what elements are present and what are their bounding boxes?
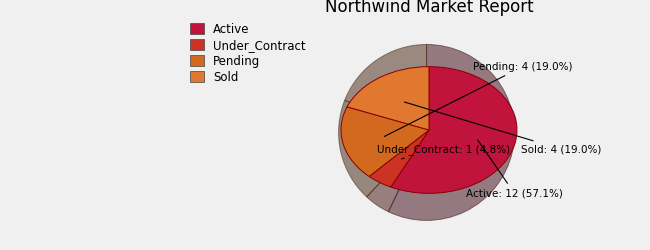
Wedge shape [369, 130, 429, 187]
Legend: Active, Under_Contract, Pending, Sold: Active, Under_Contract, Pending, Sold [188, 22, 307, 85]
Text: Under_Contract: 1 (4.8%): Under_Contract: 1 (4.8%) [376, 144, 510, 159]
Title: Northwind Market Report: Northwind Market Report [325, 0, 533, 16]
Wedge shape [341, 107, 429, 176]
Wedge shape [347, 67, 429, 130]
Text: Sold: 4 (19.0%): Sold: 4 (19.0%) [404, 102, 602, 154]
Text: Pending: 4 (19.0%): Pending: 4 (19.0%) [384, 62, 573, 136]
Wedge shape [391, 67, 517, 193]
Text: Active: 12 (57.1%): Active: 12 (57.1%) [466, 140, 563, 198]
